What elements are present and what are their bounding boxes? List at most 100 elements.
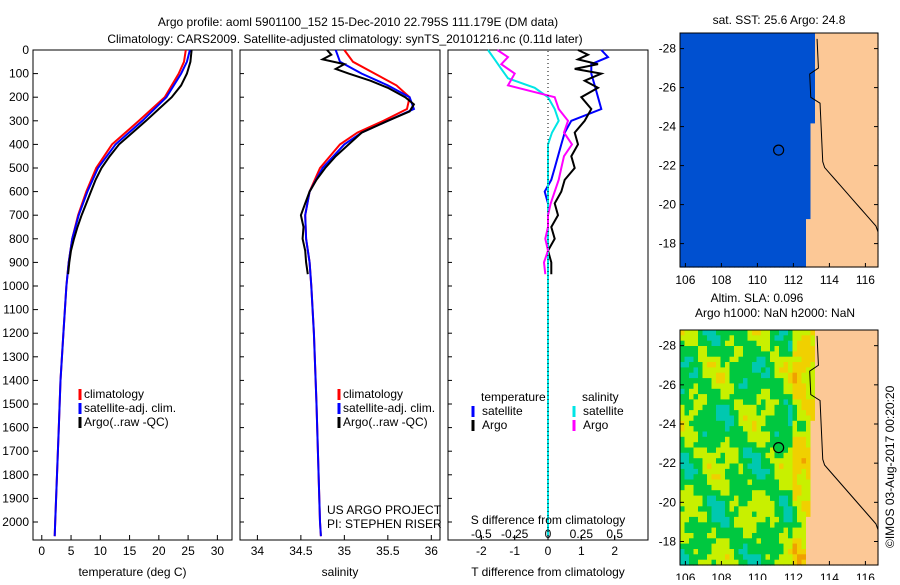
map-cell [684,59,690,66]
map-cell [698,559,704,566]
map-cell [689,240,695,247]
map-cell [756,431,762,438]
map-cell [842,192,848,199]
map-cell [698,38,704,45]
map-cell [707,33,713,39]
map-cell [792,213,798,220]
map-cell [743,442,749,449]
map-cell [815,367,821,374]
map-cell [680,468,686,475]
map-cell [743,399,749,406]
x2-axis-label: S difference from climatology [471,513,626,527]
map-cell [824,192,830,199]
map-cell [833,43,839,50]
map-cell [770,442,776,449]
map-cell [819,187,825,194]
map-cell [801,346,807,352]
map-cell [743,176,749,183]
map-cell [815,219,821,225]
map-cell [720,346,726,352]
map-cell [819,80,825,87]
map-cell [756,378,762,384]
map-cell [864,38,870,45]
map-cell [684,49,690,55]
map-cell [801,447,807,454]
map-cell [743,436,749,443]
map-cell [851,340,857,347]
map-cell [788,43,794,50]
map-cell [698,112,704,119]
map-cell [756,394,762,400]
map-cell [707,522,713,529]
map-cell [860,181,866,188]
map-cell [756,245,762,252]
map-cell [770,38,776,45]
map-cell [864,160,870,167]
map-cell [828,144,834,151]
map-cell [743,70,749,77]
x-tick-label: 2 [611,544,618,558]
map-cell [729,495,735,502]
map-cell [680,219,686,225]
map-cell [815,378,821,384]
map-cell [752,256,758,263]
map-cell [761,559,767,566]
map-cell [774,224,780,231]
map-cell [837,549,843,555]
map-cell [738,474,744,481]
map-cell [738,431,744,438]
map-cell [761,192,767,199]
map-cell [765,64,771,71]
map-cell [747,229,753,236]
map-cell [752,420,758,427]
map-cell [810,372,816,379]
map-cell [774,426,780,432]
map-cell [765,54,771,61]
map-cell [860,150,866,156]
map-cell [837,107,843,114]
map-cell [824,490,830,497]
map-cell [716,351,722,358]
map-cell [842,468,848,475]
map-cell [684,86,690,93]
map-cell [752,404,758,411]
map-cell [801,261,807,268]
map-cell [779,479,785,486]
map-cell [716,426,722,432]
map-cell [869,495,875,502]
map-cell [729,59,735,66]
map-cell [792,356,798,363]
map-cell [815,86,821,93]
map-cell [684,495,690,502]
map-cell [873,54,879,61]
map-cell [819,495,825,502]
map-cell [774,533,780,539]
map-cell [819,351,825,358]
map-cell [792,500,798,507]
map-cell [716,70,722,77]
map-cell [837,245,843,252]
map-cell [716,102,722,108]
map-cell [711,447,717,454]
map-cell [756,235,762,241]
map-cell [698,388,704,395]
map-cell [864,484,870,491]
map-cell [842,388,848,395]
map-cell [680,75,686,82]
map-cell [779,43,785,50]
map-cell [765,219,771,225]
map-cell [810,70,816,77]
map-cell [698,160,704,167]
map-cell [720,192,726,199]
map-cell [761,436,767,443]
map-cell [792,527,798,534]
map-cell [756,495,762,502]
map-cell [702,415,708,422]
map-cell [743,495,749,502]
map-cell [743,543,749,550]
series-line-t-argo [546,49,605,275]
map-cell [684,187,690,194]
map-cell [770,181,776,188]
map-cell [783,559,789,566]
map-cell [770,49,776,55]
